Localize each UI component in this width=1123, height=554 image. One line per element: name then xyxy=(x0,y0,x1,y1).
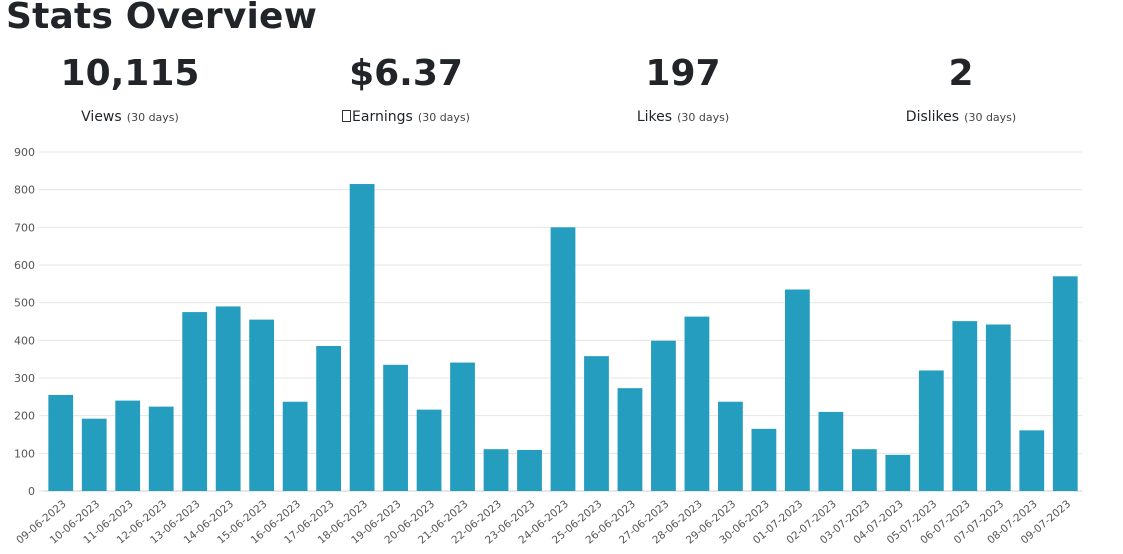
y-tick-label: 300 xyxy=(14,372,35,385)
bar-chart-svg: 010020030040050060070080090009-06-202310… xyxy=(14,146,1082,547)
views-label: Views xyxy=(81,109,122,125)
bar xyxy=(349,184,375,491)
earnings-label-line: Earnings (30 days) xyxy=(276,107,536,127)
likes-value: 197 xyxy=(645,53,721,94)
bar xyxy=(115,400,141,491)
bar xyxy=(684,316,710,491)
bar xyxy=(383,364,408,491)
bar xyxy=(918,370,944,491)
views-label-line: Views (30 days) xyxy=(0,107,260,127)
bar xyxy=(416,409,442,491)
y-tick-label: 600 xyxy=(14,259,35,272)
y-tick-label: 400 xyxy=(14,334,35,347)
y-tick-label: 800 xyxy=(14,184,35,197)
earnings-icon xyxy=(342,110,352,122)
dislikes-label-line: Dislikes (30 days) xyxy=(831,107,1091,127)
earnings-label: Earnings xyxy=(352,109,413,125)
bar xyxy=(718,401,743,491)
bar xyxy=(249,319,275,491)
dislikes-value: 2 xyxy=(948,53,974,94)
stat-card-likes: 197 Likes (30 days) xyxy=(553,50,813,127)
y-tick-label: 700 xyxy=(14,221,35,234)
earnings-value: $6.37 xyxy=(349,53,463,94)
likes-period: (30 days) xyxy=(677,111,730,124)
bar xyxy=(818,411,844,491)
views-value: 10,115 xyxy=(60,53,200,94)
bar xyxy=(517,449,542,491)
bar xyxy=(450,362,475,491)
y-tick-label: 200 xyxy=(14,410,35,423)
bar xyxy=(282,401,308,491)
stat-card-views: 10,115 Views (30 days) xyxy=(0,50,260,127)
bar xyxy=(48,394,74,491)
stats-row: 10,115 Views (30 days) $6.37 Earnings (3… xyxy=(0,50,1123,140)
bar xyxy=(617,388,643,491)
bar xyxy=(584,356,609,491)
y-tick-label: 0 xyxy=(28,485,35,498)
likes-label-line: Likes (30 days) xyxy=(553,107,813,127)
bar xyxy=(751,428,777,491)
bar xyxy=(81,418,107,491)
bar xyxy=(985,324,1011,491)
stat-card-earnings: $6.37 Earnings (30 days) xyxy=(276,50,536,127)
page-title: Stats Overview xyxy=(6,0,318,37)
likes-label: Likes xyxy=(636,109,673,125)
bar xyxy=(215,306,241,491)
views-period: (30 days) xyxy=(126,111,179,124)
bar xyxy=(182,312,208,491)
bar xyxy=(784,289,810,491)
bar xyxy=(148,406,174,491)
bar xyxy=(1052,276,1078,491)
y-tick-label: 500 xyxy=(14,297,35,310)
dislikes-label: Dislikes xyxy=(905,109,960,125)
views-chart: 0 100 200 300 400 500 600 700 800 900 09-06-2023 10… xyxy=(0,140,1123,554)
y-tick-label: 900 xyxy=(14,146,35,159)
bar xyxy=(651,340,676,491)
bar xyxy=(1019,430,1045,491)
bar xyxy=(952,321,978,491)
bar xyxy=(885,454,911,491)
stat-card-dislikes: 2 Dislikes (30 days) xyxy=(831,50,1091,127)
bar xyxy=(851,449,877,491)
bar xyxy=(483,449,509,491)
earnings-period: (30 days) xyxy=(417,111,470,124)
bar xyxy=(316,345,342,491)
y-tick-label: 100 xyxy=(14,447,35,460)
dislikes-period: (30 days) xyxy=(964,111,1017,124)
bar xyxy=(550,227,576,491)
